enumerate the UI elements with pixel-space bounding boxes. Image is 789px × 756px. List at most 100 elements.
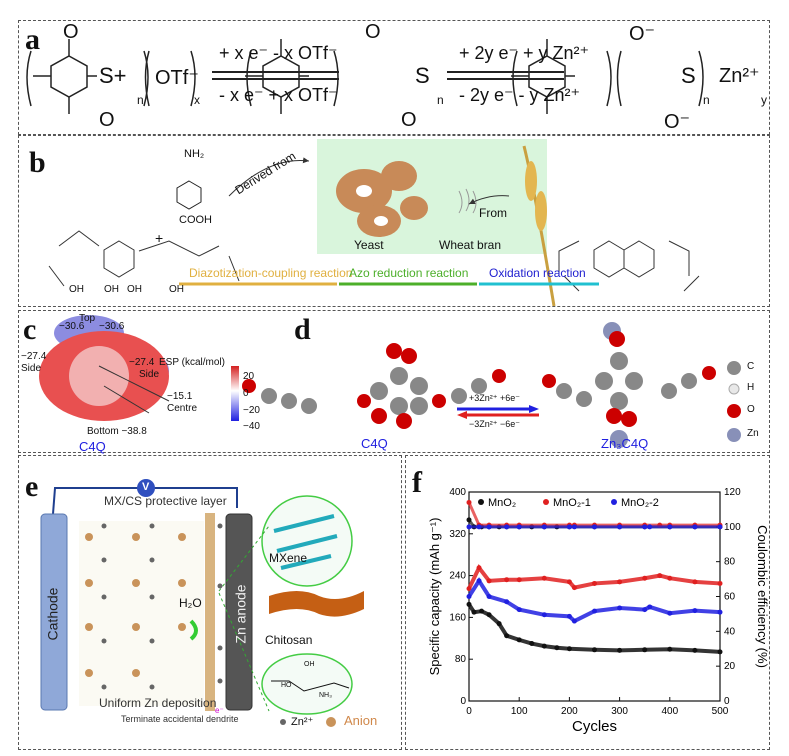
battery-schematic	[40, 479, 364, 727]
capacity-point	[516, 607, 522, 613]
molecule-graphics	[39, 315, 741, 448]
protective-layer-label: MX/CS protective layer	[104, 494, 227, 508]
panel-d-label: d	[294, 313, 311, 346]
x-tick-label: 500	[712, 706, 729, 717]
esp-side-left-label: Side	[21, 363, 42, 374]
capacity-point	[717, 609, 723, 615]
panel-c-label: c	[23, 313, 37, 346]
zn-anode	[225, 513, 253, 711]
yeast-cell	[381, 161, 417, 191]
legend-label: MnO₂	[488, 497, 516, 509]
y2-tick-label: 100	[724, 522, 741, 533]
arrow1-top-label: + x e⁻ - x OTf⁻	[219, 43, 338, 63]
capacity-point	[516, 637, 522, 643]
capacity-point	[466, 586, 472, 592]
hydroxyl-label: HO	[281, 682, 292, 689]
legend-carbon-label: C	[747, 361, 755, 372]
y-tick-label: 320	[449, 529, 466, 540]
legend-marker	[478, 499, 484, 505]
capacity-point	[504, 599, 510, 605]
panel-b-label: b	[29, 146, 46, 179]
legend-anion-label: Anion	[344, 713, 378, 728]
capacity-point	[516, 577, 522, 583]
capacity-point	[466, 601, 472, 607]
efficiency-point	[541, 524, 547, 530]
water-label: H₂O	[179, 596, 202, 610]
x-tick-label: 100	[511, 706, 528, 717]
efficiency-point	[667, 524, 673, 530]
esp-colorbar	[231, 366, 239, 421]
step-azo-reduction-label: Azo reduction reaction	[349, 266, 469, 280]
efficiency-point	[516, 524, 522, 530]
subscript-x: x	[194, 93, 200, 107]
triflate-label: OTf⁻	[155, 67, 199, 89]
wheat-bran-icon	[458, 188, 477, 214]
capacity-point	[692, 608, 698, 614]
wheat-bran-label: Wheat bran	[439, 238, 502, 252]
efficiency-point	[566, 524, 572, 530]
hydroxyl-label: OH	[304, 661, 315, 668]
y-tick-label: 0	[460, 696, 466, 707]
arrow2-bottom-label: - 2y e⁻ - y Zn²⁺	[459, 85, 581, 105]
esp-tick: −20	[243, 405, 260, 416]
step-oxidation-label: Oxidation reaction	[489, 266, 586, 280]
cathode-label: Cathode	[44, 587, 61, 641]
capacity-point	[617, 605, 623, 611]
synthesis-scheme	[48, 145, 700, 306]
aminobenzoic-acid	[176, 180, 202, 210]
chitosan-label: Chitosan	[265, 633, 313, 647]
y-tick-label: 400	[449, 487, 466, 498]
c4q-esp-name: C4Q	[79, 439, 106, 454]
capacity-point	[541, 612, 547, 618]
capacity-point	[642, 607, 648, 613]
capacity-point	[476, 578, 482, 584]
legend-zinc-icon	[727, 428, 741, 442]
capacity-point	[554, 645, 560, 651]
legend-anion-icon	[326, 717, 336, 727]
subscript-n: n	[703, 93, 710, 107]
y2-tick-label: 120	[724, 487, 741, 498]
chitosan-zoom-circle	[261, 653, 353, 715]
capacity-point	[504, 577, 510, 583]
oxygen-label: O	[99, 109, 115, 131]
hydroxyl-label: OH	[127, 284, 142, 295]
zinc-ion-label: Zn²⁺	[719, 65, 760, 87]
capacity-point	[657, 573, 663, 579]
hydroxyl-label: OH	[169, 284, 184, 295]
y-tick-label: 240	[449, 571, 466, 582]
efficiency-point	[692, 524, 698, 530]
esp-side-left-value: −27.4	[21, 351, 47, 362]
oxygen-label: O	[63, 21, 79, 43]
y-tick-label: 160	[449, 612, 466, 623]
capacity-point	[717, 649, 723, 655]
legend-marker	[611, 499, 617, 505]
sulfonium-label: S+	[99, 63, 127, 88]
capacity-point	[541, 643, 547, 649]
quinone-ring-1	[50, 55, 88, 98]
derived-arrow	[228, 157, 310, 197]
cycling-chart: 0 100 200 300 400 500080160240320400020406080…	[427, 487, 769, 735]
mxene-label: MXene	[269, 551, 308, 565]
x-tick-label: 0	[466, 706, 472, 717]
c4q-molecule	[242, 343, 506, 429]
voltmeter-label: V	[142, 481, 150, 493]
capacity-point	[566, 613, 572, 619]
x-tick-label: 300	[611, 706, 628, 717]
legend-zinc-ion-label: Zn²⁺	[291, 716, 314, 728]
efficiency-point	[504, 524, 510, 530]
efficiency-point	[571, 524, 577, 530]
plus-sign: +	[155, 230, 164, 246]
x-tick-label: 200	[561, 706, 578, 717]
reverse-reaction-label: −3Zn²⁺ −6e⁻	[469, 419, 521, 429]
zn3c4q-molecule	[542, 322, 716, 448]
esp-top-right-value: −30.6	[99, 321, 125, 332]
calixarene-quinone-product	[558, 240, 700, 292]
efficiency-point	[486, 524, 492, 530]
efficiency-point	[717, 524, 723, 530]
efficiency-point	[647, 524, 653, 530]
y2-tick-label: 40	[724, 626, 736, 637]
uniform-deposition-label: Uniform Zn deposition	[99, 696, 217, 710]
capacity-point	[692, 647, 698, 653]
hydroxyl-label: OH	[104, 284, 119, 295]
capacity-point	[486, 612, 492, 618]
